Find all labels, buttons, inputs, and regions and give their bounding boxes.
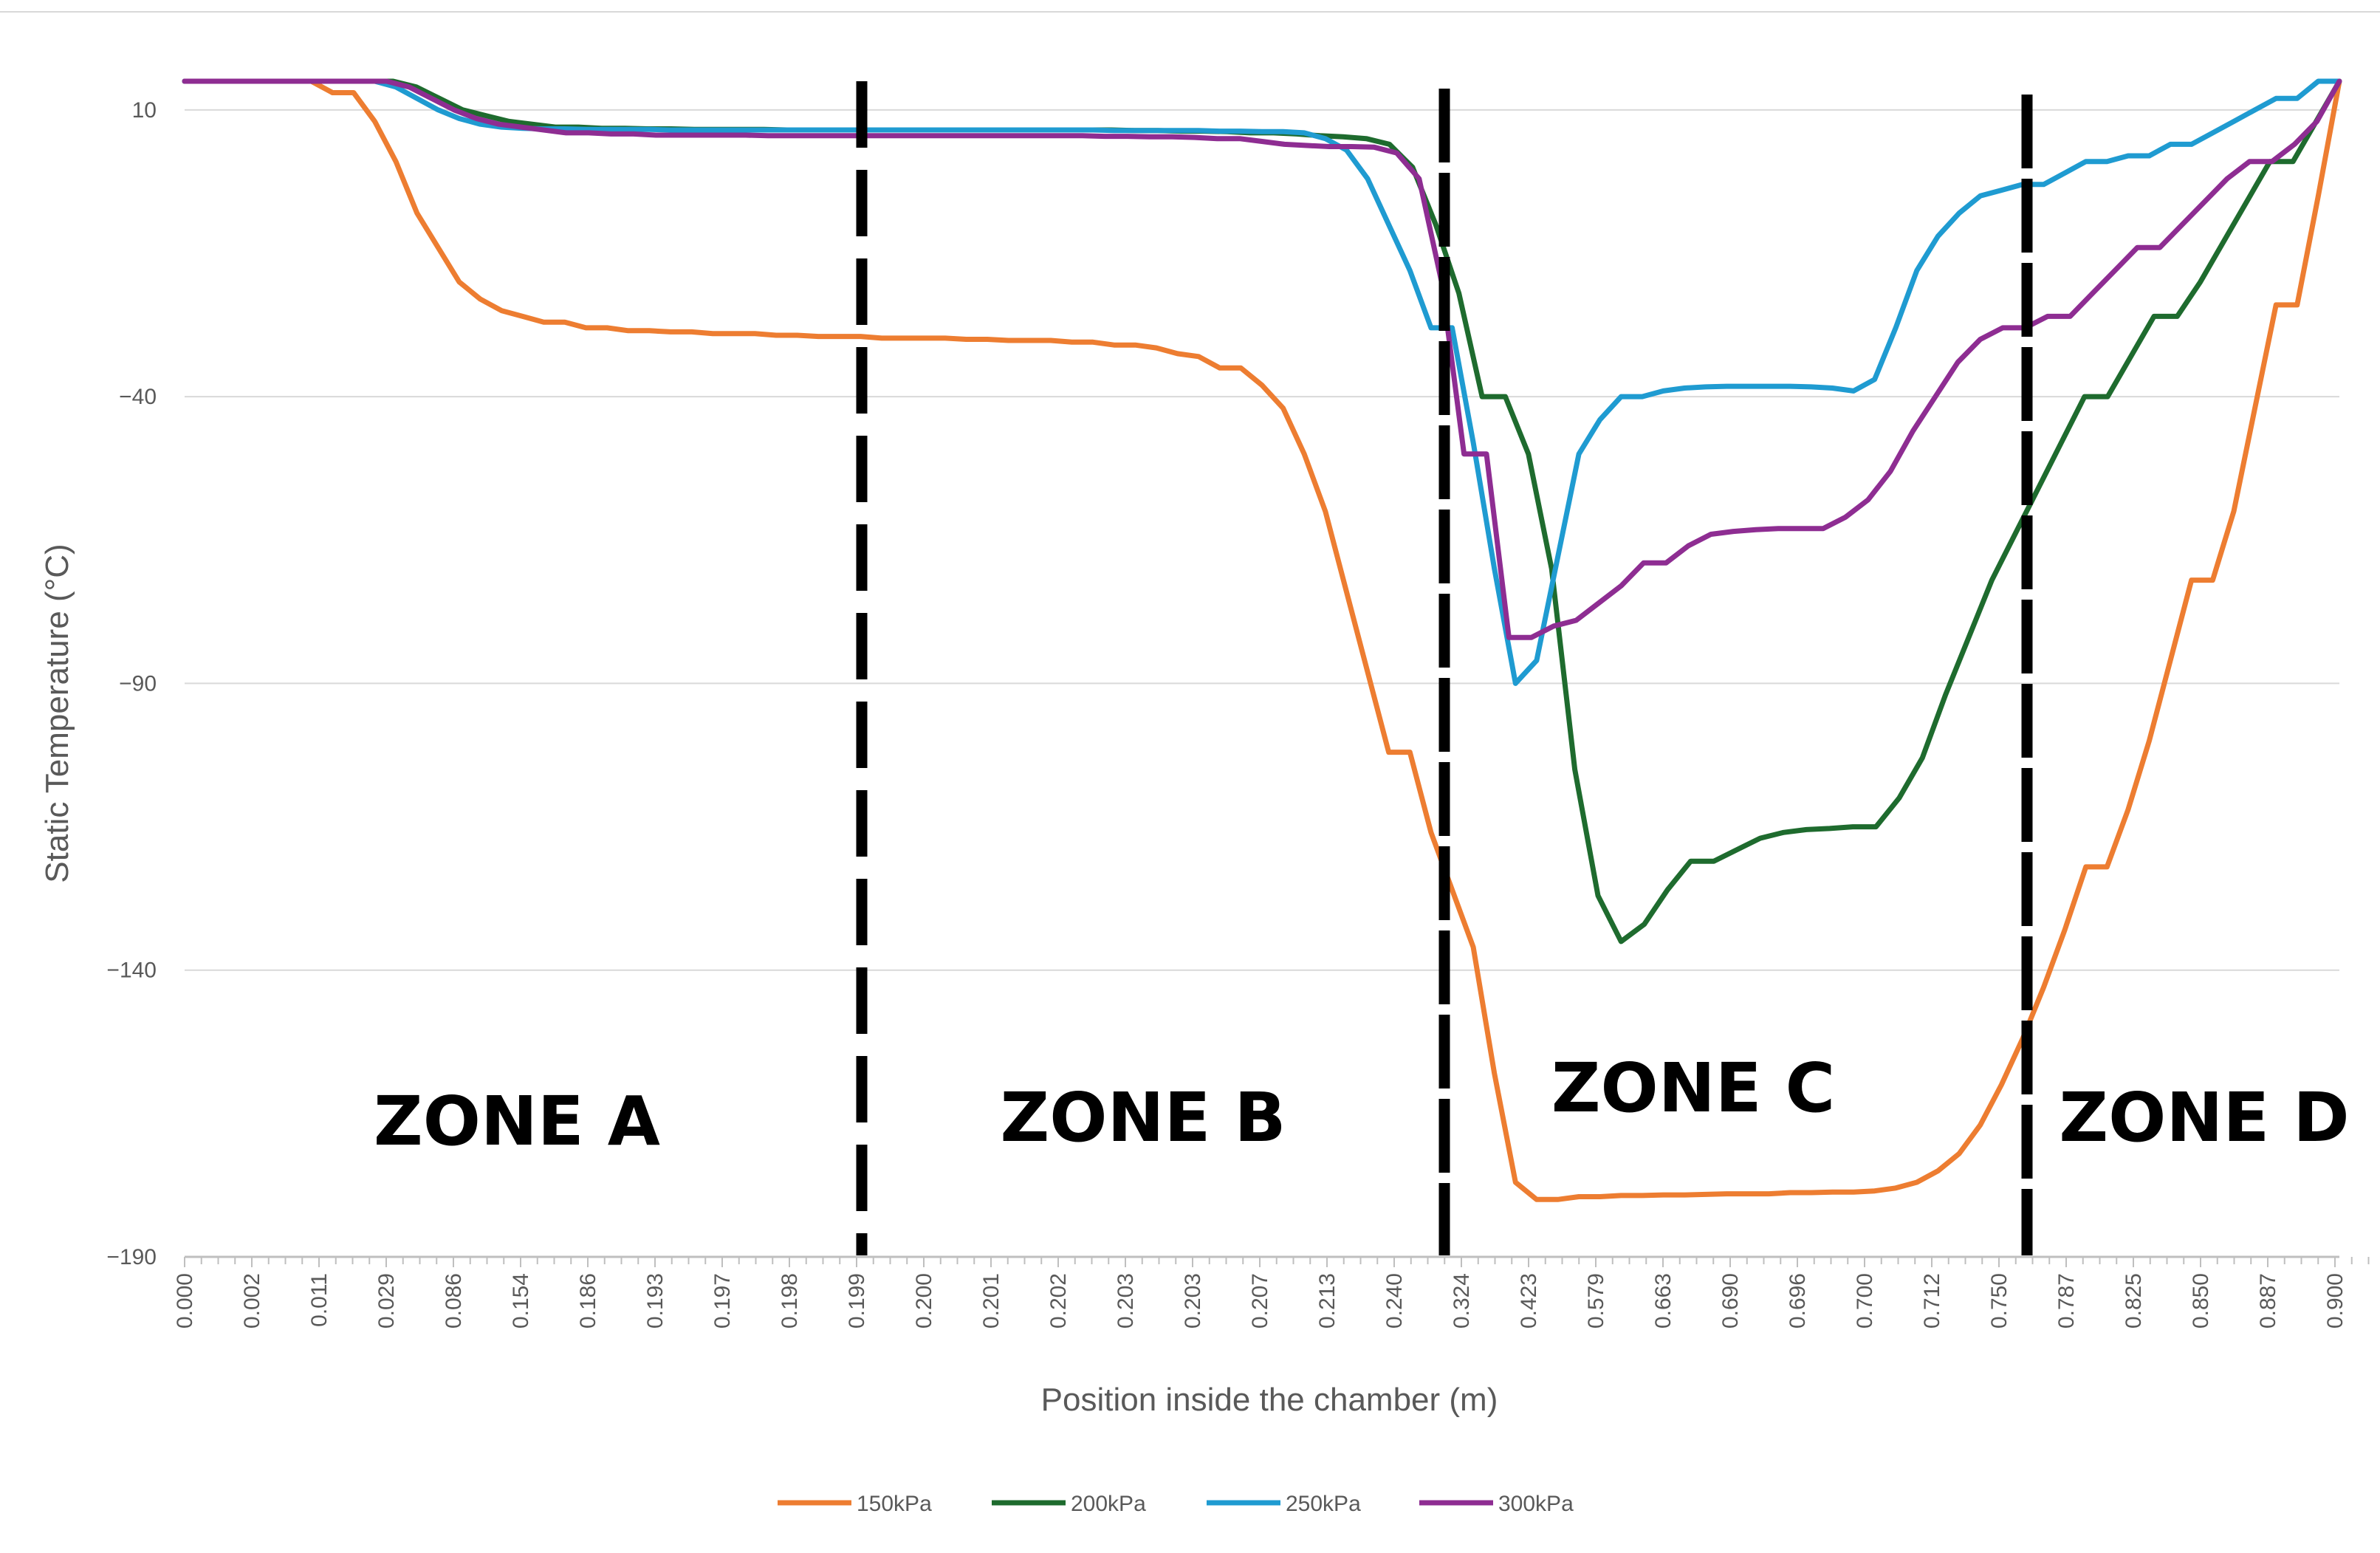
- y-axis-title: Static Temperature (°C): [39, 544, 75, 882]
- x-tick-label: 0.787: [2054, 1273, 2079, 1329]
- x-axis-title: Position inside the chamber (m): [1041, 1382, 1498, 1418]
- series-line-300kPa: [182, 78, 2342, 640]
- x-tick-label: 0.700: [1853, 1273, 1877, 1329]
- legend-item[interactable]: 250kPa: [1207, 1492, 1361, 1516]
- x-tick-label: 0.197: [710, 1273, 735, 1329]
- zone-label: ZONE B: [1001, 1078, 1286, 1157]
- legend-label: 200kPa: [1071, 1492, 1146, 1516]
- legend-label: 150kPa: [857, 1492, 932, 1516]
- legend-item[interactable]: 150kPa: [778, 1492, 932, 1516]
- x-tick-label: 0.213: [1315, 1273, 1340, 1329]
- y-tick-label: −190: [106, 1245, 157, 1269]
- x-tick-label: 0.002: [240, 1273, 264, 1329]
- x-tick-label: 0.000: [173, 1273, 197, 1329]
- x-tick-label: 0.193: [643, 1273, 668, 1329]
- x-tick-label: 0.203: [1181, 1273, 1205, 1329]
- axes: 10 −40 −90 −140 −190 0.000 0.002 0.011 0.029 0.08…: [106, 98, 2370, 1329]
- x-tick-label: 0.750: [1987, 1273, 2012, 1329]
- x-tick-label: 0.186: [576, 1273, 600, 1329]
- y-tick-label: −90: [119, 671, 157, 696]
- x-tick-label: 0.690: [1718, 1273, 1743, 1329]
- zone-label: ZONE A: [374, 1082, 660, 1161]
- zone-label: ZONE D: [2059, 1078, 2349, 1157]
- legend-item[interactable]: 300kPa: [1419, 1492, 1574, 1516]
- zone-dividers: [856, 81, 2033, 1255]
- x-tick-label: 0.086: [442, 1273, 466, 1329]
- x-tick-label: 0.240: [1382, 1273, 1407, 1329]
- y-tick-label: 10: [132, 98, 157, 123]
- labels: Position inside the chamber (m) Static Te…: [39, 544, 2350, 1418]
- x-tick-label: 0.029: [374, 1273, 399, 1329]
- legend-label: 250kPa: [1286, 1492, 1361, 1516]
- x-tick-label: 0.663: [1651, 1273, 1676, 1329]
- x-tick-label: 0.900: [2323, 1273, 2348, 1329]
- legend: 150kPa 200kPa 250kPa 300kPa: [778, 1492, 1574, 1516]
- gridlines: [0, 11, 2380, 1258]
- x-tick-label: 0.579: [1584, 1273, 1608, 1329]
- legend-item[interactable]: 200kPa: [992, 1492, 1146, 1516]
- x-tick-label: 0.202: [1046, 1273, 1071, 1329]
- x-tick-label: 0.199: [845, 1273, 869, 1329]
- x-tick-label: 0.712: [1920, 1273, 1944, 1329]
- x-tick-label: 0.850: [2189, 1273, 2213, 1329]
- series-lines: [182, 78, 2342, 1202]
- y-tick-label: −140: [106, 959, 157, 983]
- x-tick-label: 0.887: [2256, 1273, 2280, 1329]
- x-tick-label: 0.203: [1114, 1273, 1138, 1329]
- zone-label: ZONE C: [1551, 1049, 1835, 1128]
- x-tick-label: 0.207: [1248, 1273, 1272, 1329]
- x-tick-label: 0.825: [2122, 1273, 2146, 1329]
- x-tick-label: 0.198: [778, 1273, 802, 1329]
- x-tick-label: 0.011: [307, 1273, 332, 1327]
- series-line-200kPa: [182, 78, 2342, 945]
- legend-label: 300kPa: [1498, 1492, 1574, 1516]
- x-tick-label: 0.154: [509, 1273, 533, 1329]
- y-tick-label: −40: [119, 385, 157, 409]
- x-tick-label: 0.200: [912, 1273, 936, 1329]
- x-tick-label: 0.324: [1450, 1273, 1474, 1329]
- series-line-150kPa: [182, 78, 2342, 1202]
- x-tick-label: 0.201: [979, 1273, 1004, 1329]
- x-tick-label: 0.696: [1786, 1273, 1810, 1329]
- x-tick-label: 0.423: [1517, 1273, 1541, 1329]
